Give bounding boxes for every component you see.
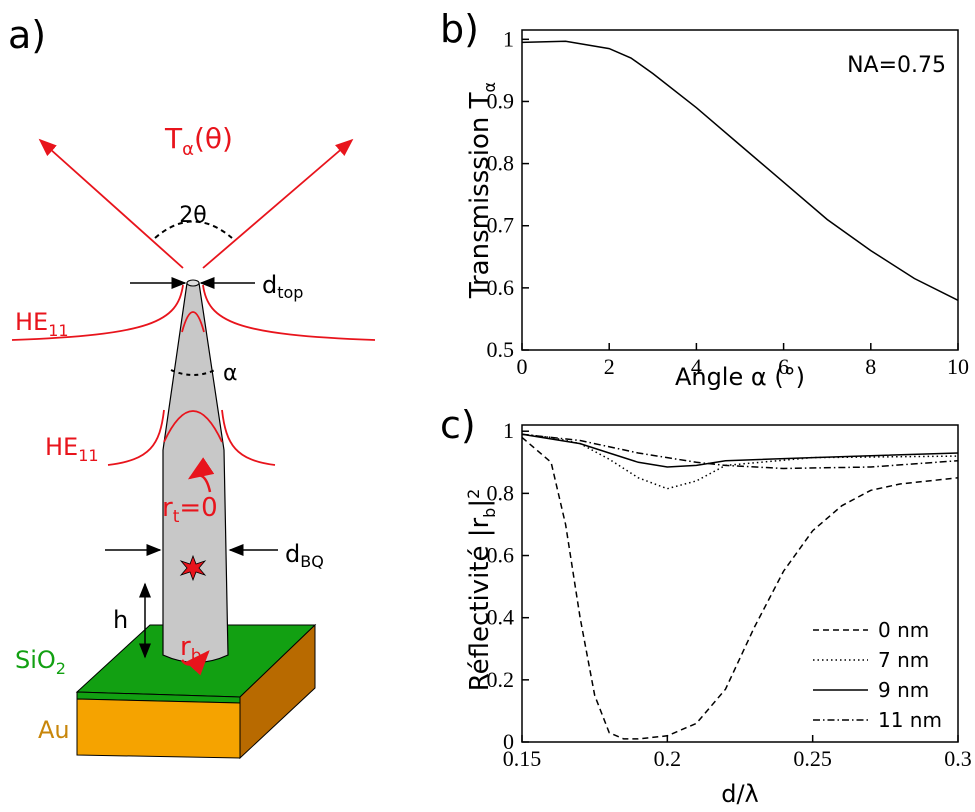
y-tick-label: 1 (503, 418, 514, 443)
legend-label: 9 nm (878, 678, 929, 702)
reflection-arrow (187, 457, 215, 493)
sio2-label: SiO2 (15, 646, 66, 678)
data-line (521, 433, 959, 470)
data-line (521, 436, 959, 740)
x-tick-label: 2 (604, 354, 615, 379)
x-tick-label: 10 (947, 354, 969, 379)
x-tick-label: 0.3 (944, 746, 972, 771)
annotation: NA=0.75 (847, 53, 946, 78)
panel-label: b) (440, 7, 479, 51)
y-tick-label: 1 (503, 26, 514, 51)
panel-label: a) (8, 13, 46, 57)
angle-label: 2θ (179, 203, 206, 228)
taper-label: α (223, 361, 238, 386)
x-tick-label: 6 (778, 354, 789, 379)
x-tick-label: 8 (865, 354, 876, 379)
plot-frame (521, 424, 959, 743)
mode-profile (107, 409, 276, 466)
emission-arrow (202, 138, 354, 269)
h-label: h (113, 606, 128, 634)
angle-arc (154, 220, 233, 239)
nanowire-top (186, 279, 200, 287)
reflection-arrow (180, 650, 210, 676)
x-axis-label: Angle α (°) (675, 363, 805, 391)
y-tick-label: 0.2 (487, 667, 515, 692)
x-axis-label: d/λ (721, 780, 759, 808)
y-axis-label: Réflectivité |rb|2 (464, 489, 499, 692)
nanowire (162, 282, 229, 664)
emission-arrow (38, 138, 184, 269)
x-tick-label: 0.15 (503, 746, 542, 771)
y-tick-label: 0.9 (487, 88, 515, 113)
d-top-label: dtop (262, 271, 303, 302)
x-tick-label: 0 (517, 354, 528, 379)
y-tick-label: 0.8 (487, 480, 515, 505)
y-tick-label: 0.6 (487, 543, 515, 568)
mode-label: HE11 (15, 308, 69, 340)
legend-label: 0 nm (878, 618, 929, 642)
mode-profile (11, 284, 376, 341)
au-layer (76, 698, 241, 759)
emitter (179, 554, 207, 582)
y-tick-label: 0.8 (487, 151, 515, 176)
y-tick-label: 0.6 (487, 275, 515, 300)
y-axis-label: Transmisssion Tα (465, 82, 499, 299)
rt-label: rt=0 (162, 493, 218, 527)
au-side (239, 623, 316, 760)
y-tick-label: 0.7 (487, 213, 515, 238)
y-tick-label: 0.5 (487, 337, 515, 362)
d-bq-label: dBQ (285, 540, 324, 571)
y-tick-label: 0 (503, 729, 514, 754)
data-line (521, 433, 959, 468)
x-tick-label: 4 (691, 354, 702, 379)
x-tick-label: 0.25 (793, 746, 832, 771)
data-line (521, 433, 959, 490)
y-tick-label: 0.4 (487, 605, 515, 630)
plot-frame (521, 29, 959, 351)
diagram: Tα(θ) 2θ dtop HE11 α HE11 rt=0 dBQ h rb … (11, 122, 376, 760)
au-label: Au (38, 716, 70, 744)
emission-label: Tα(θ) (164, 122, 233, 160)
taper-arc (170, 369, 216, 376)
data-line (521, 40, 959, 301)
panel-label: c) (440, 403, 476, 447)
x-tick-label: 0.2 (654, 746, 682, 771)
legend-label: 11 nm (878, 708, 942, 732)
mode-label: HE11 (45, 433, 99, 465)
legend-label: 7 nm (878, 648, 929, 672)
